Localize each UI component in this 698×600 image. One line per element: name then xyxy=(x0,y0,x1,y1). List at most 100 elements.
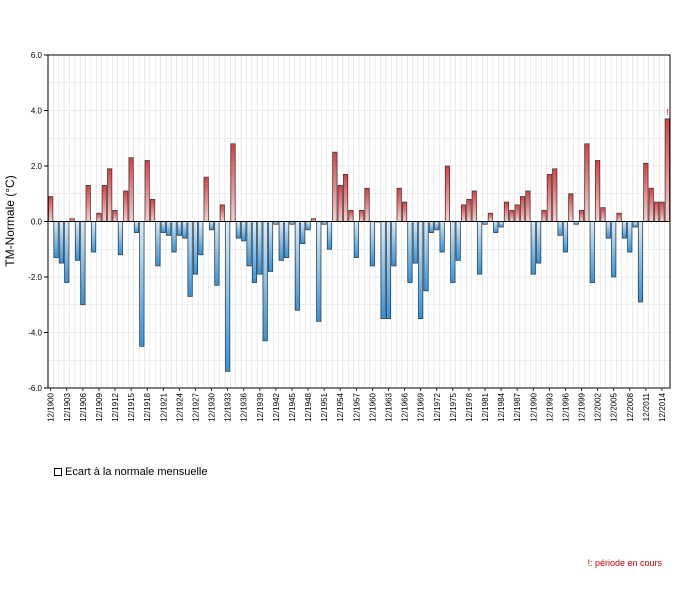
bar xyxy=(166,221,172,236)
current-period-marker: ! xyxy=(666,108,668,117)
bar xyxy=(616,212,622,222)
bar xyxy=(423,221,429,292)
x-tick-label: 12/1900 xyxy=(47,392,56,421)
bar xyxy=(407,221,413,283)
x-tick-label: 12/1954 xyxy=(336,392,345,421)
bar xyxy=(412,221,418,264)
bar xyxy=(562,221,568,253)
y-tick-label: 4.0 xyxy=(31,107,43,116)
bar xyxy=(209,221,215,231)
bar xyxy=(246,221,252,267)
bar xyxy=(621,221,627,239)
bar xyxy=(557,221,563,236)
bar xyxy=(133,221,140,233)
legend: Ecart à la normale mensuelle xyxy=(54,466,207,478)
bar xyxy=(434,221,440,231)
bar xyxy=(391,221,397,267)
bar xyxy=(461,204,467,222)
bar xyxy=(235,221,241,239)
bar xyxy=(267,221,274,272)
x-tick-label: 12/1912 xyxy=(111,392,120,421)
x-tick-label: 12/1990 xyxy=(529,392,538,421)
bar xyxy=(595,160,601,222)
x-tick-label: 12/1993 xyxy=(545,392,554,421)
bar xyxy=(514,204,520,222)
bar xyxy=(74,221,81,261)
bar xyxy=(171,221,177,253)
bar xyxy=(396,187,402,222)
x-tick-label: 12/2008 xyxy=(626,392,635,421)
y-tick-label: 0.0 xyxy=(31,218,43,227)
x-tick-label: 12/1921 xyxy=(159,392,168,421)
bar xyxy=(364,187,370,222)
x-tick-label: 12/1906 xyxy=(79,392,88,421)
legend-swatch xyxy=(54,468,62,476)
bar xyxy=(600,207,606,222)
bar xyxy=(262,221,268,342)
bar xyxy=(107,168,113,222)
bar xyxy=(498,221,504,228)
bar xyxy=(101,185,107,222)
x-tick-label: 12/1957 xyxy=(352,392,361,421)
y-tick-label: -6.0 xyxy=(28,384,42,393)
bar xyxy=(353,221,359,258)
bar xyxy=(326,221,333,250)
bar xyxy=(64,221,70,283)
bar xyxy=(418,221,424,319)
bar xyxy=(117,221,123,256)
bar xyxy=(343,173,349,222)
bar xyxy=(477,221,483,275)
bar xyxy=(541,210,547,222)
bar xyxy=(160,221,166,233)
x-tick-label: 12/1972 xyxy=(433,392,442,421)
bar xyxy=(53,221,59,258)
x-tick-label: 12/2002 xyxy=(594,392,603,421)
x-tick-label: 12/1969 xyxy=(417,392,426,421)
bar xyxy=(503,201,509,222)
bar xyxy=(455,221,461,261)
bar xyxy=(278,221,284,261)
bar xyxy=(316,221,322,322)
bar xyxy=(552,168,558,222)
bar xyxy=(225,221,231,372)
bar xyxy=(284,221,290,258)
x-tick-label: 12/2014 xyxy=(658,392,667,421)
x-tick-label: 12/1999 xyxy=(578,392,587,421)
bar xyxy=(257,221,263,275)
bar xyxy=(568,193,574,222)
x-tick-label: 12/1960 xyxy=(368,392,377,421)
x-tick-label: 12/1942 xyxy=(272,392,281,421)
x-tick-label: 12/1936 xyxy=(240,392,249,421)
bar xyxy=(444,165,451,222)
y-tick-label: -4.0 xyxy=(28,329,42,338)
bar xyxy=(112,210,118,222)
bar xyxy=(182,221,188,239)
bar xyxy=(546,173,552,222)
x-tick-label: 12/1903 xyxy=(63,392,72,421)
bar xyxy=(214,221,220,286)
bar xyxy=(251,221,257,283)
x-tick-label: 12/1909 xyxy=(95,392,104,421)
bar xyxy=(466,198,472,222)
x-tick-label: 12/1981 xyxy=(481,392,490,421)
bar xyxy=(150,198,156,222)
x-tick-label: 12/1987 xyxy=(513,392,522,421)
bar xyxy=(96,212,102,222)
legend-label: Ecart à la normale mensuelle xyxy=(65,466,208,478)
axes-group: 6.0 4.0 2.0 0.0 -2.0 -4.0 -6.0 12/1900 12/1903 12… xyxy=(28,51,671,422)
bar xyxy=(627,221,633,253)
x-tick-label: 12/1933 xyxy=(224,392,233,421)
bar xyxy=(241,221,247,242)
bar xyxy=(198,221,204,256)
x-tick-label: 12/1915 xyxy=(127,392,136,421)
x-tick-label: 12/1939 xyxy=(256,392,265,421)
bar xyxy=(80,221,86,306)
bar xyxy=(230,143,236,222)
x-tick-label: 12/1963 xyxy=(384,392,393,421)
x-tick-label: 12/1930 xyxy=(208,392,217,421)
bar xyxy=(471,190,477,222)
bar xyxy=(643,162,649,222)
bar xyxy=(578,210,585,222)
bar xyxy=(58,221,64,264)
x-tick-label: 12/1948 xyxy=(304,392,313,421)
